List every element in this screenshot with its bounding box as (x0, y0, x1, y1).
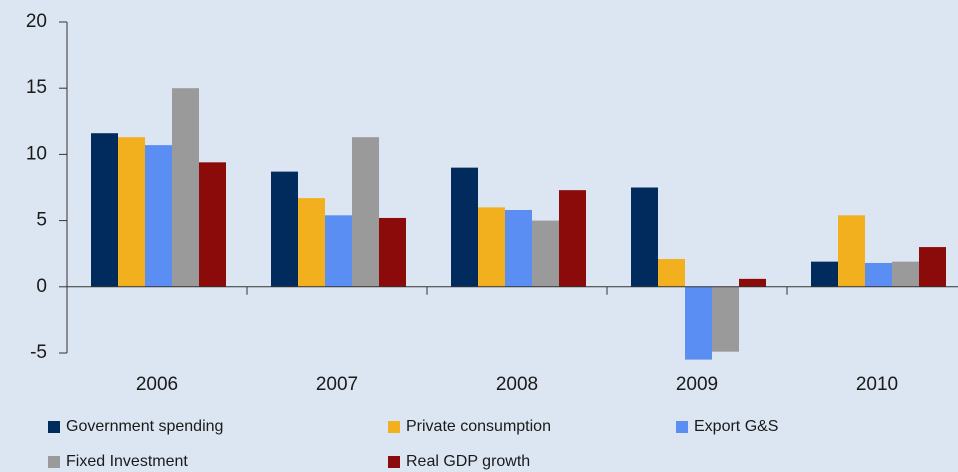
legend-swatch (48, 456, 60, 468)
bar (712, 286, 739, 352)
legend-swatch (48, 421, 60, 433)
y-tick-label: 5 (36, 210, 47, 231)
bar (325, 215, 352, 287)
y-tick-label: 15 (26, 77, 47, 98)
bar (505, 210, 532, 287)
bar (172, 88, 199, 287)
bar (199, 162, 226, 287)
bar (145, 145, 172, 287)
bar (865, 262, 892, 287)
x-tick-label: 2008 (496, 374, 538, 395)
legend-swatch (388, 421, 400, 433)
legend-swatch (388, 456, 400, 468)
bar (811, 261, 838, 287)
bar (919, 247, 946, 287)
x-tick-label: 2009 (676, 374, 718, 395)
y-tick-label: 0 (36, 276, 47, 297)
bar (631, 187, 658, 287)
bar (298, 198, 325, 287)
y-tick-label: -5 (30, 342, 47, 363)
x-tick-label: 2007 (316, 374, 358, 395)
y-tick-label: 10 (26, 143, 47, 164)
legend-label: Private consumption (406, 418, 551, 435)
bar (838, 215, 865, 287)
bar (559, 190, 586, 287)
legend-label: Export G&S (694, 418, 778, 435)
bar (352, 137, 379, 287)
bar (118, 137, 145, 287)
x-tick-label: 2006 (136, 374, 178, 395)
legend-label: Government spending (66, 418, 223, 435)
bar (451, 167, 478, 287)
bar (271, 171, 298, 287)
bar (739, 278, 766, 287)
bar (379, 217, 406, 287)
y-tick-label: 20 (26, 11, 47, 32)
legend-swatch (676, 421, 688, 433)
bar (892, 261, 919, 287)
bar (478, 207, 505, 287)
bar (685, 286, 712, 360)
bar (658, 258, 685, 287)
bar (532, 220, 559, 287)
x-tick-label: 2010 (856, 374, 898, 395)
legend-label: Fixed Investment (66, 453, 188, 470)
bar (91, 133, 118, 287)
legend-label: Real GDP growth (406, 453, 530, 470)
